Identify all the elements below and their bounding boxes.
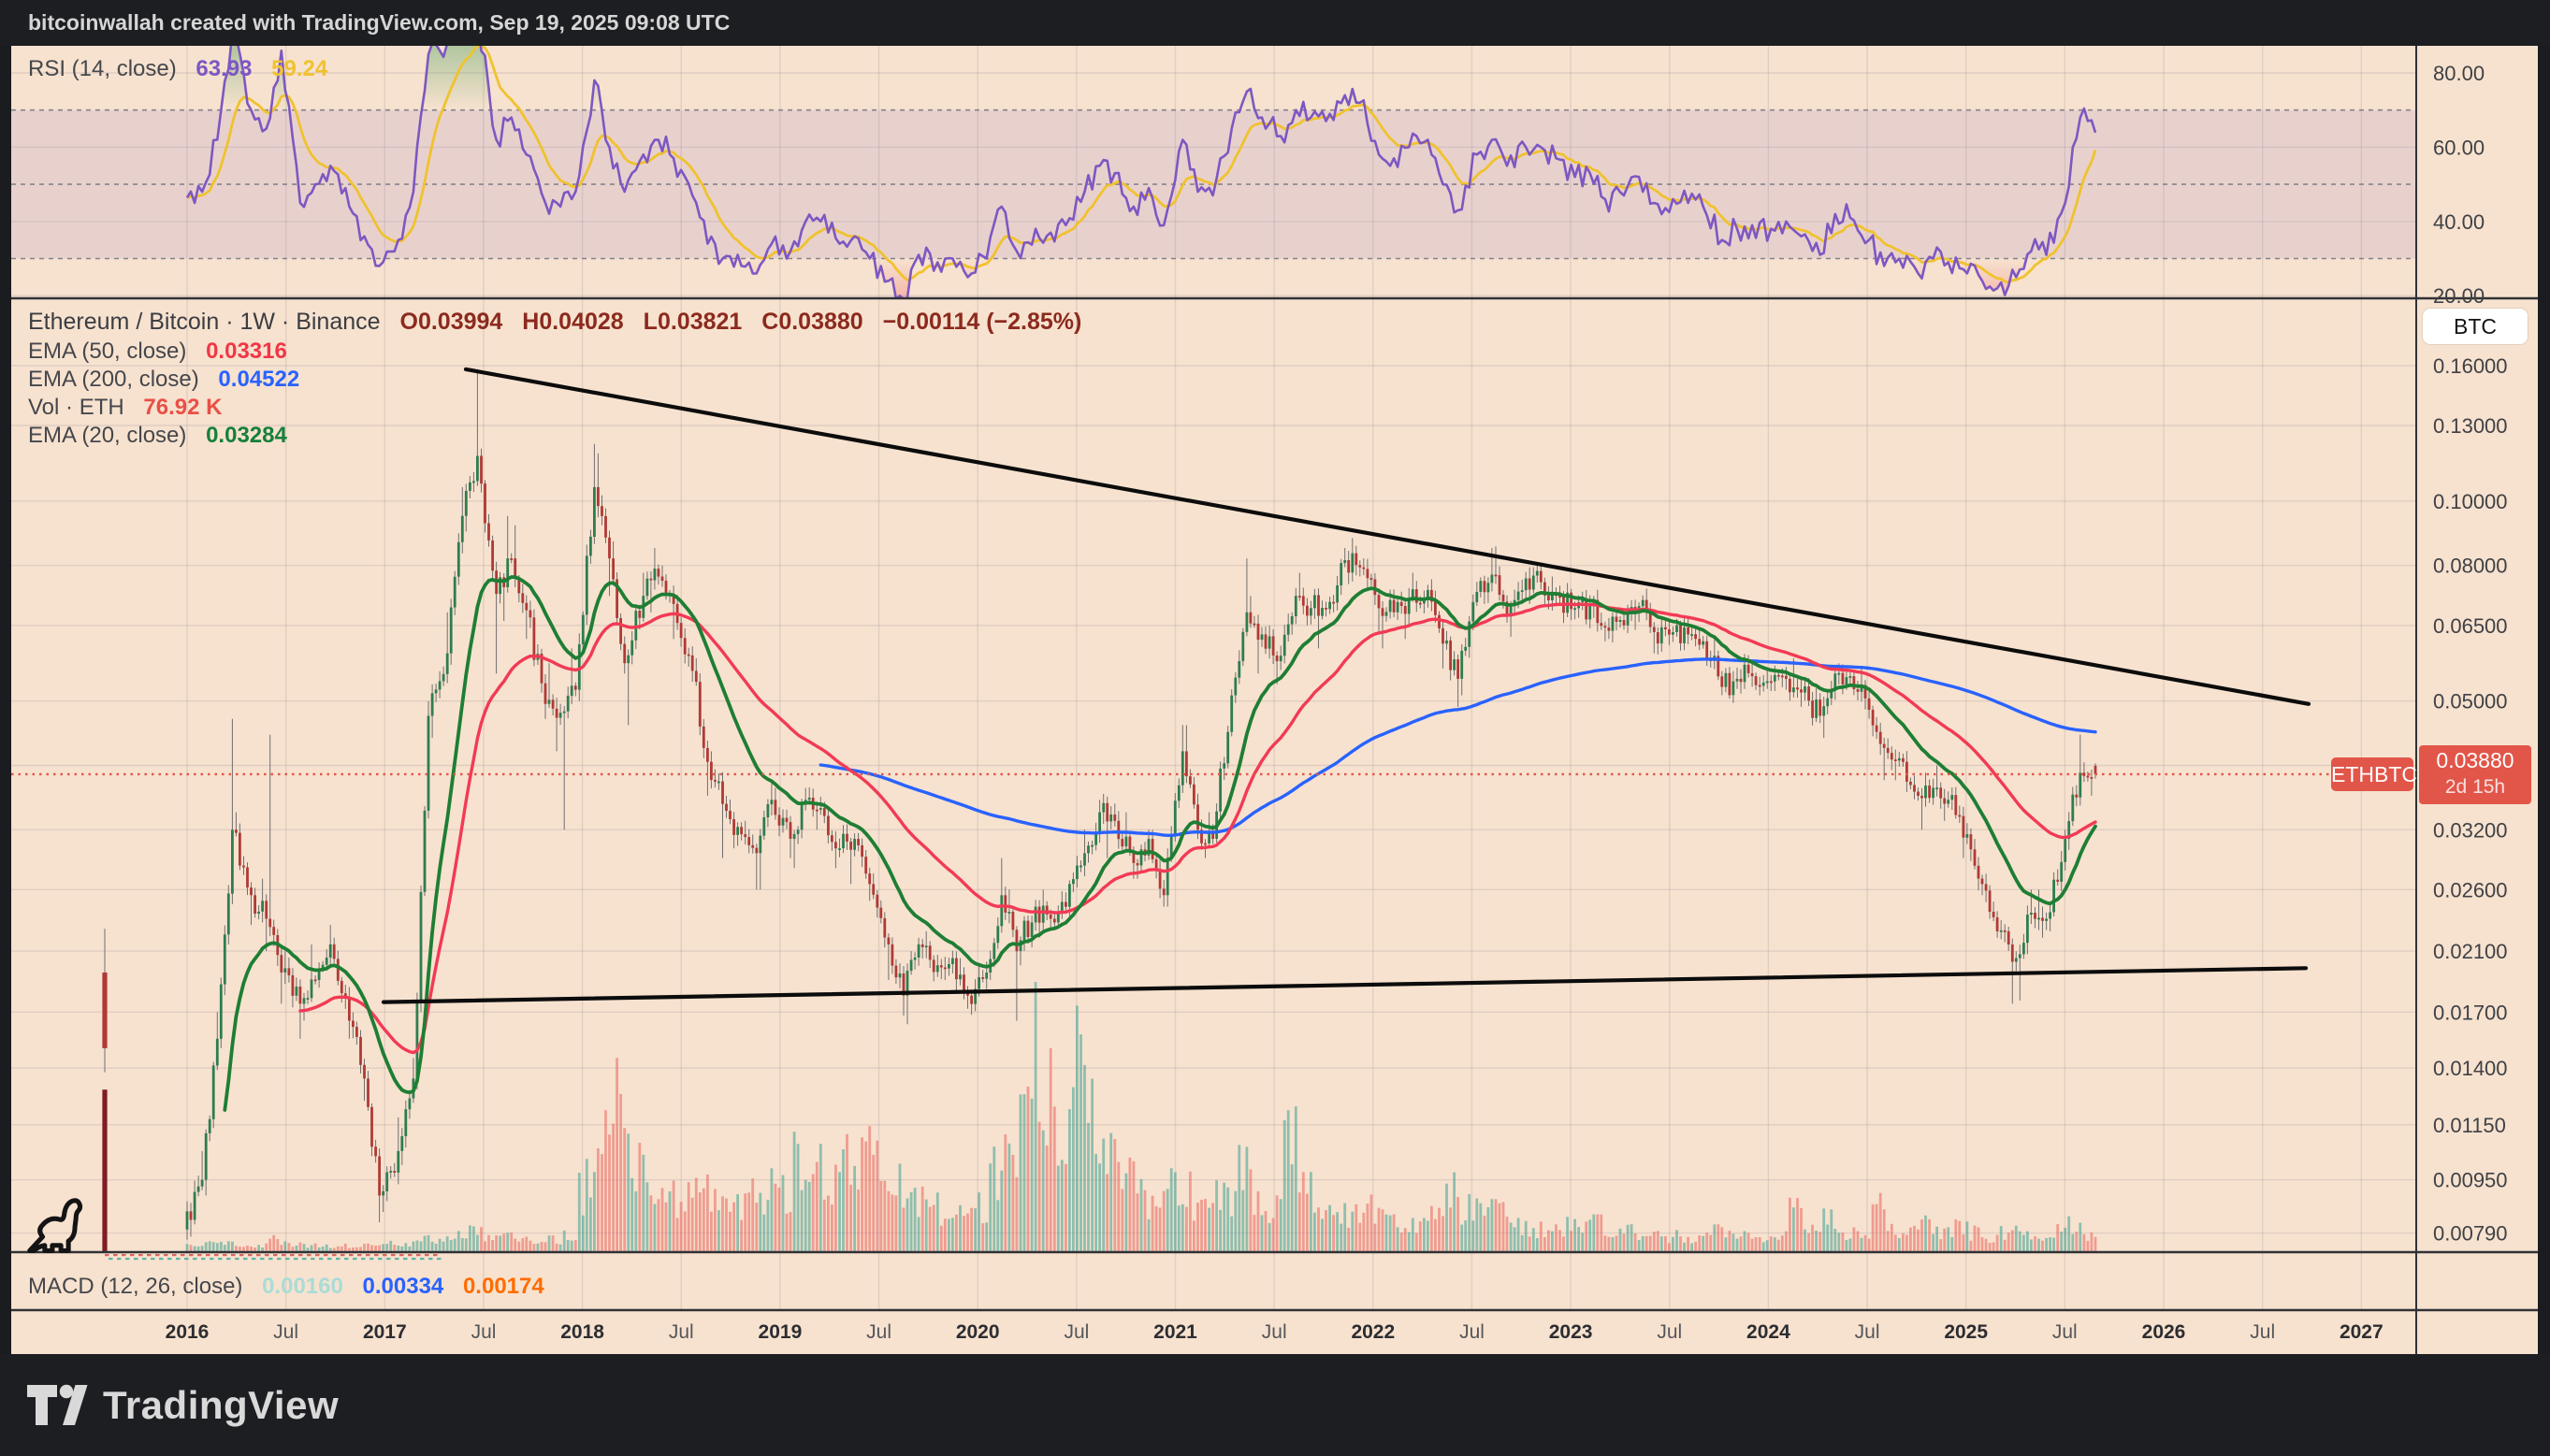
- bar-countdown: 2d 15h: [2444, 776, 2506, 798]
- svg-text:Jul: Jul: [2052, 1321, 2078, 1343]
- svg-text:2017: 2017: [363, 1321, 407, 1343]
- svg-text:2018: 2018: [560, 1321, 604, 1343]
- dino-icon: [27, 1198, 83, 1254]
- svg-text:80.00: 80.00: [2433, 62, 2485, 85]
- ema200-value: 0.04522: [218, 367, 300, 392]
- volume-value: 76.92 K: [143, 395, 223, 420]
- volume-legend: Vol · ETH 76.92 K: [28, 395, 235, 421]
- macd-hist-value: 0.00160: [262, 1274, 343, 1299]
- svg-text:60.00: 60.00: [2433, 136, 2485, 159]
- ema20-label: EMA (20, close): [28, 423, 187, 448]
- volume-label: Vol · ETH: [28, 395, 124, 420]
- macd-label: MACD (12, 26, close): [28, 1274, 243, 1299]
- symbol-title: Ethereum / Bitcoin · 1W · Binance: [28, 309, 381, 335]
- svg-text:0.00950: 0.00950: [2433, 1169, 2508, 1192]
- svg-text:Jul: Jul: [669, 1321, 694, 1343]
- svg-text:0.10000: 0.10000: [2433, 490, 2508, 513]
- svg-text:0.00790: 0.00790: [2433, 1222, 2508, 1246]
- last-price-value: 0.03880: [2436, 748, 2514, 772]
- ema50-line: [298, 602, 2097, 1055]
- svg-text:2027: 2027: [2340, 1321, 2383, 1343]
- svg-text:0.16000: 0.16000: [2433, 354, 2508, 378]
- svg-text:2025: 2025: [1944, 1321, 1988, 1343]
- price-line-symbol-badge: ETHBTC: [2331, 757, 2417, 791]
- ema200-legend: EMA (200, close) 0.04522: [28, 367, 312, 393]
- svg-text:2024: 2024: [1746, 1321, 1790, 1343]
- ohlc-close: C0.03880: [761, 309, 863, 335]
- svg-text:2023: 2023: [1549, 1321, 1593, 1343]
- ema20-legend: EMA (20, close) 0.03284: [28, 423, 300, 449]
- tradingview-logo-text[interactable]: TradingView: [103, 1382, 340, 1427]
- svg-text:0.02600: 0.02600: [2433, 878, 2508, 901]
- ema20-line: [223, 575, 2097, 1112]
- rsi-ma-value: 59.24: [271, 56, 328, 81]
- macd-plot: [105, 1254, 442, 1261]
- ohlc-open: O0.03994: [399, 309, 503, 335]
- symbol-legend: Ethereum / Bitcoin · 1W · Binance O0.039…: [28, 309, 1094, 336]
- rsi-line: [185, 46, 2097, 298]
- svg-text:Jul: Jul: [1459, 1321, 1485, 1343]
- svg-text:0.03200: 0.03200: [2433, 818, 2508, 842]
- macd-signal-value: 0.00174: [462, 1274, 544, 1299]
- svg-text:0.06500: 0.06500: [2433, 614, 2508, 638]
- rsi-legend: RSI (14, close) 63.93 59.24: [28, 56, 340, 82]
- time-axis: 2016 Jul 2017 Jul 2018 Jul 2019 Jul 2020 Jul 2021 J…: [166, 1321, 2383, 1343]
- svg-text:Jul: Jul: [1064, 1321, 1089, 1343]
- ema50-legend: EMA (50, close) 0.03316: [28, 339, 300, 365]
- svg-text:2020: 2020: [956, 1321, 1000, 1343]
- currency-unit-button[interactable]: BTC: [2423, 309, 2528, 344]
- svg-text:2021: 2021: [1153, 1321, 1197, 1343]
- ohlc-high: H0.04028: [522, 309, 624, 335]
- svg-text:Jul: Jul: [2250, 1321, 2275, 1343]
- trendline-upper: [463, 367, 2311, 706]
- volume-series: [102, 982, 2097, 1251]
- svg-text:0.01150: 0.01150: [2433, 1114, 2506, 1137]
- trendline-lower: [381, 966, 2309, 1004]
- svg-text:2019: 2019: [759, 1321, 803, 1343]
- price-axis: 0.16000 0.13000 0.10000 0.08000 0.06500 0.050…: [2433, 62, 2508, 1246]
- svg-text:0.01400: 0.01400: [2433, 1057, 2508, 1080]
- rsi-value: 63.93: [196, 56, 253, 81]
- svg-text:40.00: 40.00: [2433, 210, 2485, 234]
- svg-text:2022: 2022: [1351, 1321, 1395, 1343]
- watermark-text: bitcoinwallah created with TradingView.c…: [28, 10, 731, 35]
- ema20-value: 0.03284: [206, 423, 287, 448]
- macd-legend: MACD (12, 26, close) 0.00160 0.00334 0.0…: [28, 1274, 558, 1300]
- svg-text:Jul: Jul: [471, 1321, 497, 1343]
- svg-text:0.05000: 0.05000: [2433, 690, 2508, 714]
- svg-text:20.00: 20.00: [2433, 284, 2485, 308]
- svg-text:0.08000: 0.08000: [2433, 555, 2508, 578]
- svg-text:2016: 2016: [166, 1321, 210, 1343]
- ema200-line: [819, 657, 2097, 837]
- svg-text:Jul: Jul: [1657, 1321, 1682, 1343]
- svg-text:0.02100: 0.02100: [2433, 940, 2508, 963]
- last-price-badge: 0.03880 2d 15h: [2419, 745, 2531, 804]
- ohlc-change: −0.00114 (−2.85%): [882, 309, 1082, 335]
- footer-bar: TradingView: [0, 1354, 2550, 1456]
- svg-text:2026: 2026: [2142, 1321, 2186, 1343]
- svg-text:Jul: Jul: [1855, 1321, 1880, 1343]
- svg-text:Jul: Jul: [866, 1321, 891, 1343]
- ema50-value: 0.03316: [206, 339, 287, 364]
- candlestick-series: [102, 368, 2097, 1240]
- svg-text:Jul: Jul: [1262, 1321, 1287, 1343]
- rsi-legend-label: RSI (14, close): [28, 56, 177, 81]
- svg-text:0.01700: 0.01700: [2433, 1001, 2508, 1024]
- ema200-label: EMA (200, close): [28, 367, 199, 392]
- tradingview-logo-icon[interactable]: [26, 1384, 88, 1427]
- ohlc-low: L0.03821: [643, 309, 743, 335]
- svg-text:Jul: Jul: [273, 1321, 298, 1343]
- svg-text:0.13000: 0.13000: [2433, 414, 2508, 438]
- macd-line-value: 0.00334: [362, 1274, 444, 1299]
- ema50-label: EMA (50, close): [28, 339, 187, 364]
- watermark-bar: bitcoinwallah created with TradingView.c…: [0, 0, 2550, 46]
